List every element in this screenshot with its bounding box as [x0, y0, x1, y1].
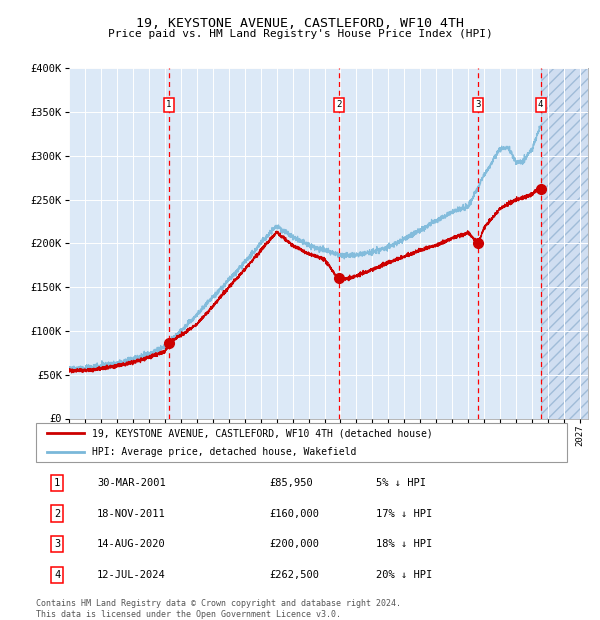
Text: 17% ↓ HPI: 17% ↓ HPI [376, 508, 432, 518]
Text: 2: 2 [54, 508, 61, 518]
Text: 18% ↓ HPI: 18% ↓ HPI [376, 539, 432, 549]
Text: 14-AUG-2020: 14-AUG-2020 [97, 539, 166, 549]
Text: 19, KEYSTONE AVENUE, CASTLEFORD, WF10 4TH: 19, KEYSTONE AVENUE, CASTLEFORD, WF10 4T… [136, 17, 464, 30]
Bar [541, 68, 588, 418]
Text: £85,950: £85,950 [269, 478, 313, 488]
Text: 4: 4 [538, 100, 544, 110]
Text: HPI: Average price, detached house, Wakefield: HPI: Average price, detached house, Wake… [92, 447, 356, 458]
Text: £262,500: £262,500 [269, 570, 320, 580]
Text: 19, KEYSTONE AVENUE, CASTLEFORD, WF10 4TH (detached house): 19, KEYSTONE AVENUE, CASTLEFORD, WF10 4T… [92, 428, 433, 438]
Text: 18-NOV-2011: 18-NOV-2011 [97, 508, 166, 518]
Text: 4: 4 [54, 570, 61, 580]
Text: £200,000: £200,000 [269, 539, 320, 549]
Text: 5% ↓ HPI: 5% ↓ HPI [376, 478, 426, 488]
Bar [541, 68, 588, 418]
Text: 1: 1 [54, 478, 61, 488]
Text: 20% ↓ HPI: 20% ↓ HPI [376, 570, 432, 580]
FancyBboxPatch shape [36, 423, 567, 462]
Text: 2: 2 [336, 100, 341, 110]
Text: 30-MAR-2001: 30-MAR-2001 [97, 478, 166, 488]
Text: £160,000: £160,000 [269, 508, 320, 518]
Text: Price paid vs. HM Land Registry's House Price Index (HPI): Price paid vs. HM Land Registry's House … [107, 29, 493, 39]
Text: 3: 3 [475, 100, 481, 110]
Text: 12-JUL-2024: 12-JUL-2024 [97, 570, 166, 580]
Text: 1: 1 [166, 100, 172, 110]
Text: Contains HM Land Registry data © Crown copyright and database right 2024.
This d: Contains HM Land Registry data © Crown c… [36, 600, 401, 619]
Text: 3: 3 [54, 539, 61, 549]
